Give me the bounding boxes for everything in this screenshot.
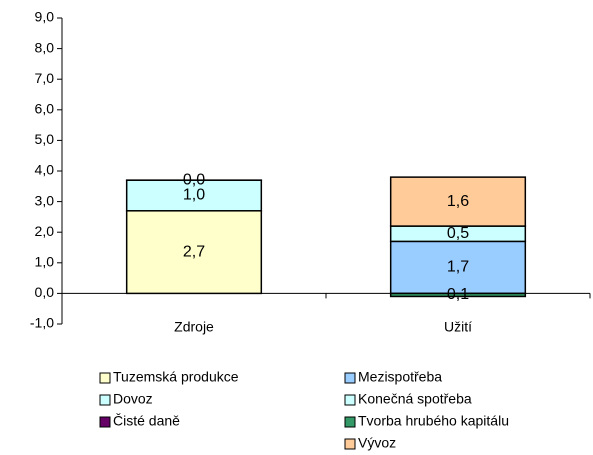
y-tick-label: 3,0 (35, 192, 55, 208)
y-tick-label: 0,0 (35, 284, 55, 300)
legend-label: Mezispotřeba (358, 369, 442, 385)
bar-segment (389, 292, 527, 298)
legend-label: Dovoz (113, 391, 153, 407)
y-tick-label: 9,0 (35, 9, 55, 25)
legend-label: Vývoz (358, 435, 396, 451)
legend-label: Tvorba hrubého kapitálu (358, 413, 509, 429)
legend-swatch (99, 372, 111, 384)
legend-swatch (99, 416, 111, 428)
y-tick-label: 8,0 (35, 39, 55, 55)
legend-swatch (99, 394, 111, 406)
value-label: 1,6 (447, 193, 469, 210)
y-tick-label: 5,0 (35, 131, 55, 147)
value-label: 1,7 (447, 259, 469, 276)
legend-swatch (344, 394, 356, 406)
legend-swatch (344, 372, 356, 384)
bar-segment (125, 210, 263, 295)
legend-swatch (344, 438, 356, 450)
legend-label: Tuzemská produkce (113, 369, 239, 385)
x-tick-label: Užití (444, 319, 472, 335)
y-tick-label: -1,0 (30, 315, 54, 331)
legend-label: Čisté daně (113, 413, 180, 429)
value-label: 2,7 (183, 243, 205, 260)
value-label: 0,5 (447, 225, 469, 242)
x-tick-label: Zdroje (174, 319, 214, 335)
value-label: 0,0 (183, 171, 205, 188)
bar-segment (389, 176, 527, 227)
y-tick-label: 1,0 (35, 254, 55, 270)
value-label: 1,0 (183, 187, 205, 204)
legend-swatch (344, 416, 356, 428)
value-label: 0,1 (447, 286, 469, 303)
y-tick-label: 4,0 (35, 162, 55, 178)
y-tick-label: 6,0 (35, 101, 55, 117)
y-tick-label: 7,0 (35, 70, 55, 86)
legend-label: Konečná spotřeba (358, 391, 472, 407)
y-tick-label: 2,0 (35, 223, 55, 239)
